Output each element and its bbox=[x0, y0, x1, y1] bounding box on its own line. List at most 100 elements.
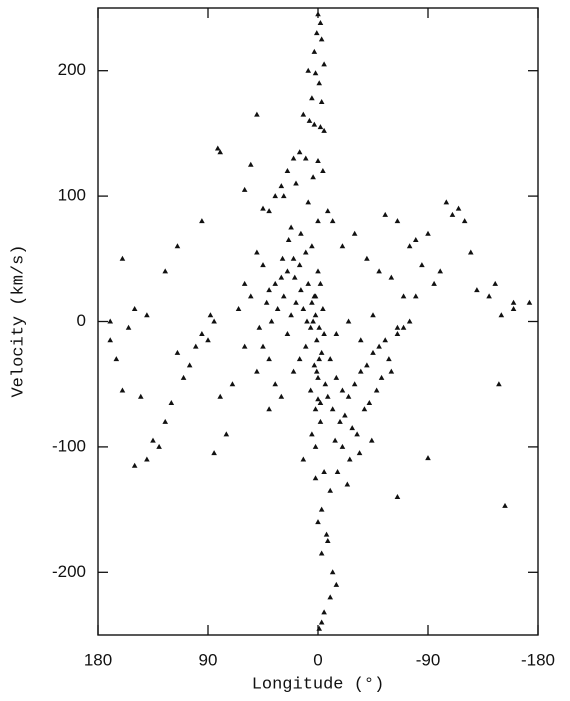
point bbox=[306, 117, 313, 123]
point bbox=[461, 218, 468, 224]
point bbox=[302, 249, 309, 255]
point bbox=[174, 349, 181, 355]
point bbox=[284, 268, 291, 274]
point bbox=[354, 431, 360, 437]
y-axis-label: Velocity (km/s) bbox=[9, 244, 28, 397]
point bbox=[312, 293, 319, 299]
point bbox=[284, 168, 291, 174]
point bbox=[300, 456, 307, 462]
point bbox=[321, 609, 327, 615]
point bbox=[316, 356, 323, 362]
point bbox=[339, 443, 346, 449]
point bbox=[339, 243, 346, 249]
point bbox=[263, 299, 270, 305]
y-tick-label: -200 bbox=[52, 562, 86, 581]
point bbox=[317, 124, 324, 130]
point bbox=[337, 418, 343, 424]
point bbox=[162, 268, 169, 274]
point bbox=[339, 387, 346, 393]
point bbox=[211, 450, 217, 456]
point bbox=[321, 468, 327, 474]
point bbox=[305, 280, 312, 286]
point bbox=[382, 337, 389, 343]
point bbox=[302, 343, 309, 349]
point bbox=[368, 437, 375, 443]
point bbox=[211, 318, 217, 324]
x-tick-label: 90 bbox=[199, 650, 218, 669]
point bbox=[378, 374, 385, 380]
point bbox=[486, 293, 492, 299]
point bbox=[272, 381, 279, 387]
point bbox=[131, 305, 138, 311]
point bbox=[320, 168, 326, 174]
point bbox=[323, 531, 330, 537]
point bbox=[174, 243, 181, 249]
point bbox=[235, 305, 242, 311]
point bbox=[144, 312, 150, 318]
point bbox=[394, 324, 401, 330]
point bbox=[311, 121, 318, 127]
point bbox=[510, 299, 517, 305]
point bbox=[310, 318, 316, 324]
point bbox=[168, 400, 175, 406]
point bbox=[327, 487, 334, 493]
x-tick-label: -90 bbox=[416, 650, 441, 669]
point bbox=[150, 437, 156, 443]
point bbox=[302, 155, 309, 161]
point bbox=[376, 268, 382, 274]
point bbox=[425, 230, 431, 236]
point bbox=[315, 519, 321, 525]
point bbox=[260, 343, 266, 349]
point bbox=[419, 262, 425, 268]
point bbox=[312, 70, 319, 76]
point bbox=[280, 193, 287, 199]
point bbox=[119, 387, 126, 393]
point bbox=[310, 174, 316, 180]
point bbox=[357, 337, 364, 343]
point bbox=[449, 211, 456, 217]
point bbox=[361, 406, 368, 412]
point bbox=[317, 20, 324, 26]
point bbox=[318, 36, 325, 42]
point bbox=[315, 157, 321, 163]
x-tick-label: 180 bbox=[84, 650, 112, 669]
point bbox=[376, 343, 382, 349]
point bbox=[317, 418, 324, 424]
point bbox=[327, 356, 334, 362]
point bbox=[304, 318, 310, 324]
point bbox=[394, 218, 401, 224]
point bbox=[370, 312, 376, 318]
point bbox=[247, 293, 254, 299]
point bbox=[329, 406, 336, 412]
point bbox=[278, 274, 285, 280]
point bbox=[324, 393, 331, 399]
point bbox=[333, 374, 340, 380]
point bbox=[131, 462, 138, 468]
point bbox=[321, 127, 327, 133]
point bbox=[312, 406, 319, 412]
point bbox=[309, 431, 315, 437]
point bbox=[119, 255, 126, 261]
point bbox=[412, 236, 419, 242]
point bbox=[284, 331, 291, 337]
point bbox=[260, 262, 266, 268]
point bbox=[199, 331, 205, 337]
point bbox=[364, 255, 370, 261]
point bbox=[180, 374, 187, 380]
point bbox=[296, 149, 303, 155]
point bbox=[317, 280, 324, 286]
point bbox=[313, 30, 320, 36]
point bbox=[307, 324, 314, 330]
point bbox=[162, 418, 169, 424]
point bbox=[300, 305, 307, 311]
point bbox=[443, 199, 450, 205]
point bbox=[274, 305, 281, 311]
point bbox=[296, 356, 303, 362]
point bbox=[312, 443, 319, 449]
point bbox=[382, 211, 389, 217]
point bbox=[455, 205, 462, 211]
point bbox=[344, 481, 351, 487]
point bbox=[342, 412, 348, 418]
point bbox=[290, 255, 297, 261]
